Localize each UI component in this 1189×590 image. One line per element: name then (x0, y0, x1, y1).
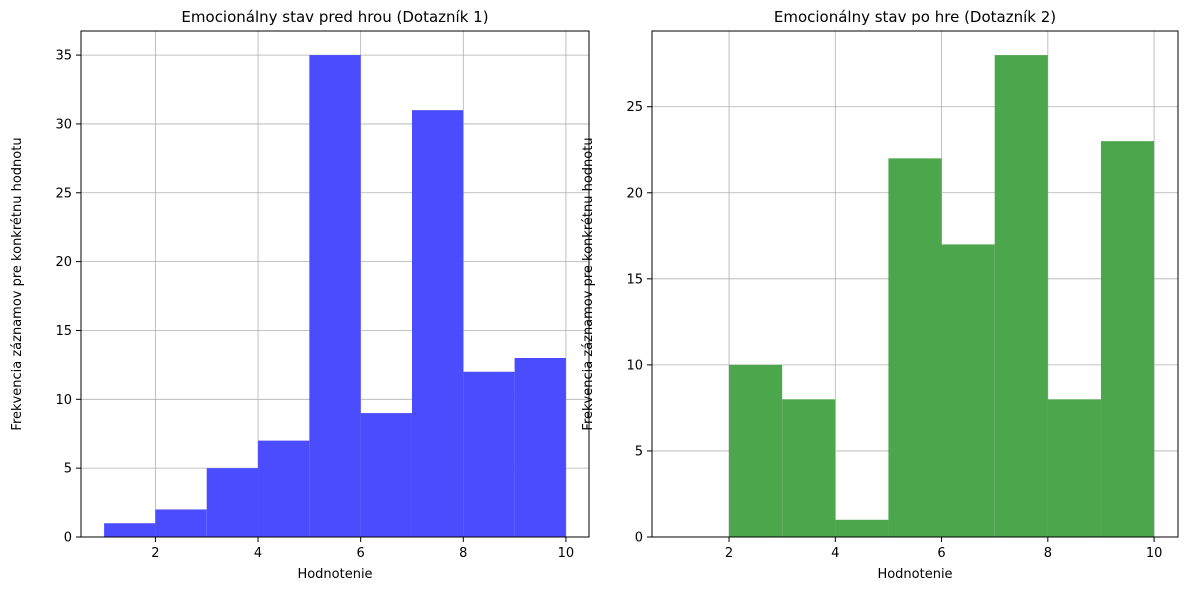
y-tick-label-25-after: 25 (626, 100, 643, 115)
bars-before (104, 55, 566, 537)
ticks-before: 2 4 6 8 10 0 5 10 15 20 25 30 35 (55, 49, 574, 561)
x-tick-label-8-after: 8 (1044, 546, 1052, 561)
histogram-bar-before-8 (463, 371, 515, 537)
y-tick-label-15-before: 15 (55, 324, 72, 339)
histogram-bar-before-2 (155, 509, 207, 537)
histogram-bar-after-8 (1047, 399, 1101, 537)
bars-after (729, 55, 1155, 538)
y-axis-label-before: Frekvencia záznamov pre konkrétnu hodnot… (10, 137, 25, 430)
y-tick-label-20-after: 20 (626, 186, 643, 201)
x-axis-label-after: Hodnotenie (877, 567, 952, 582)
histogram-bar-after-5 (888, 158, 942, 538)
y-axis-label-after: Frekvencia záznamov pre konkrétnu hodnot… (581, 137, 596, 430)
plot-frame-after (651, 30, 1179, 538)
x-tick-label-6-after: 6 (937, 546, 945, 561)
histogram-bar-before-6 (360, 413, 412, 537)
y-tick-label-0-after: 0 (635, 531, 643, 546)
x-tick-label-2-after: 2 (725, 546, 733, 561)
plot-frame-before (80, 30, 590, 538)
histogram-bar-before-7 (411, 110, 464, 537)
histogram-bar-after-3 (782, 399, 836, 537)
histogram-bar-after-9 (1100, 141, 1155, 537)
y-tick-label-10-after: 10 (626, 358, 643, 373)
y-tick-label-15-after: 15 (626, 272, 643, 287)
x-tick-label-4-after: 4 (831, 546, 839, 561)
y-tick-label-25-before: 25 (55, 186, 72, 201)
x-tick-label-4-before: 4 (254, 546, 262, 561)
histogram-bar-before-1 (104, 523, 156, 537)
x-axis-label-before: Hodnotenie (297, 567, 372, 582)
y-tick-label-35-before: 35 (55, 49, 72, 64)
y-tick-label-30-before: 30 (55, 117, 72, 132)
histogram-bar-before-5 (309, 55, 361, 537)
histogram-bar-before-3 (206, 468, 259, 537)
y-tick-label-5-after: 5 (635, 444, 643, 459)
y-tick-label-5-before: 5 (64, 462, 72, 477)
histogram-bar-after-2 (729, 364, 783, 537)
x-tick-label-10-before: 10 (558, 546, 575, 561)
y-tick-label-10-before: 10 (55, 393, 72, 408)
x-tick-label-2-before: 2 (151, 546, 159, 561)
x-tick-label-10-after: 10 (1146, 546, 1163, 561)
y-tick-label-20-before: 20 (55, 255, 72, 270)
histogram-bar-before-9 (514, 358, 566, 537)
histogram-bar-after-7 (994, 55, 1048, 537)
histogram-bar-after-6 (941, 244, 995, 537)
x-tick-label-6-before: 6 (357, 546, 365, 561)
chart-before-game: 2 4 6 8 10 0 5 10 15 20 25 30 35 Emocionálny stav pr… (10, 8, 590, 582)
histogram-bar-after-4 (835, 519, 889, 537)
ticks-after: 2 4 6 8 10 0 5 10 15 20 25 (626, 100, 1162, 561)
chart-title-before: Emocionálny stav pred hrou (Dotazník 1) (181, 8, 488, 26)
y-tick-label-0-before: 0 (64, 531, 72, 546)
chart-after-game: 2 4 6 8 10 0 5 10 15 20 25 Emocionálny stav po hre… (581, 8, 1179, 582)
x-tick-label-8-before: 8 (459, 546, 467, 561)
histogram-bar-before-4 (258, 440, 310, 537)
chart-title-after: Emocionálny stav po hre (Dotazník 2) (774, 8, 1056, 26)
